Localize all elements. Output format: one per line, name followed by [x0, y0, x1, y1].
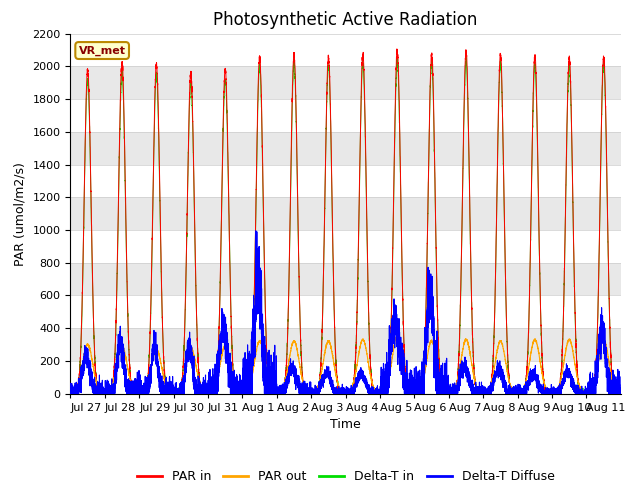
Bar [70, 99, 621, 132]
Text: VR_met: VR_met [79, 46, 125, 56]
Bar [70, 295, 621, 328]
Bar [70, 230, 621, 263]
Title: Photosynthetic Active Radiation: Photosynthetic Active Radiation [213, 11, 478, 29]
Bar [70, 165, 621, 197]
Legend: PAR in, PAR out, Delta-T in, Delta-T Diffuse: PAR in, PAR out, Delta-T in, Delta-T Dif… [132, 465, 559, 480]
Y-axis label: PAR (umol/m2/s): PAR (umol/m2/s) [14, 162, 27, 265]
Bar [70, 361, 621, 394]
Bar [70, 34, 621, 66]
X-axis label: Time: Time [330, 418, 361, 431]
